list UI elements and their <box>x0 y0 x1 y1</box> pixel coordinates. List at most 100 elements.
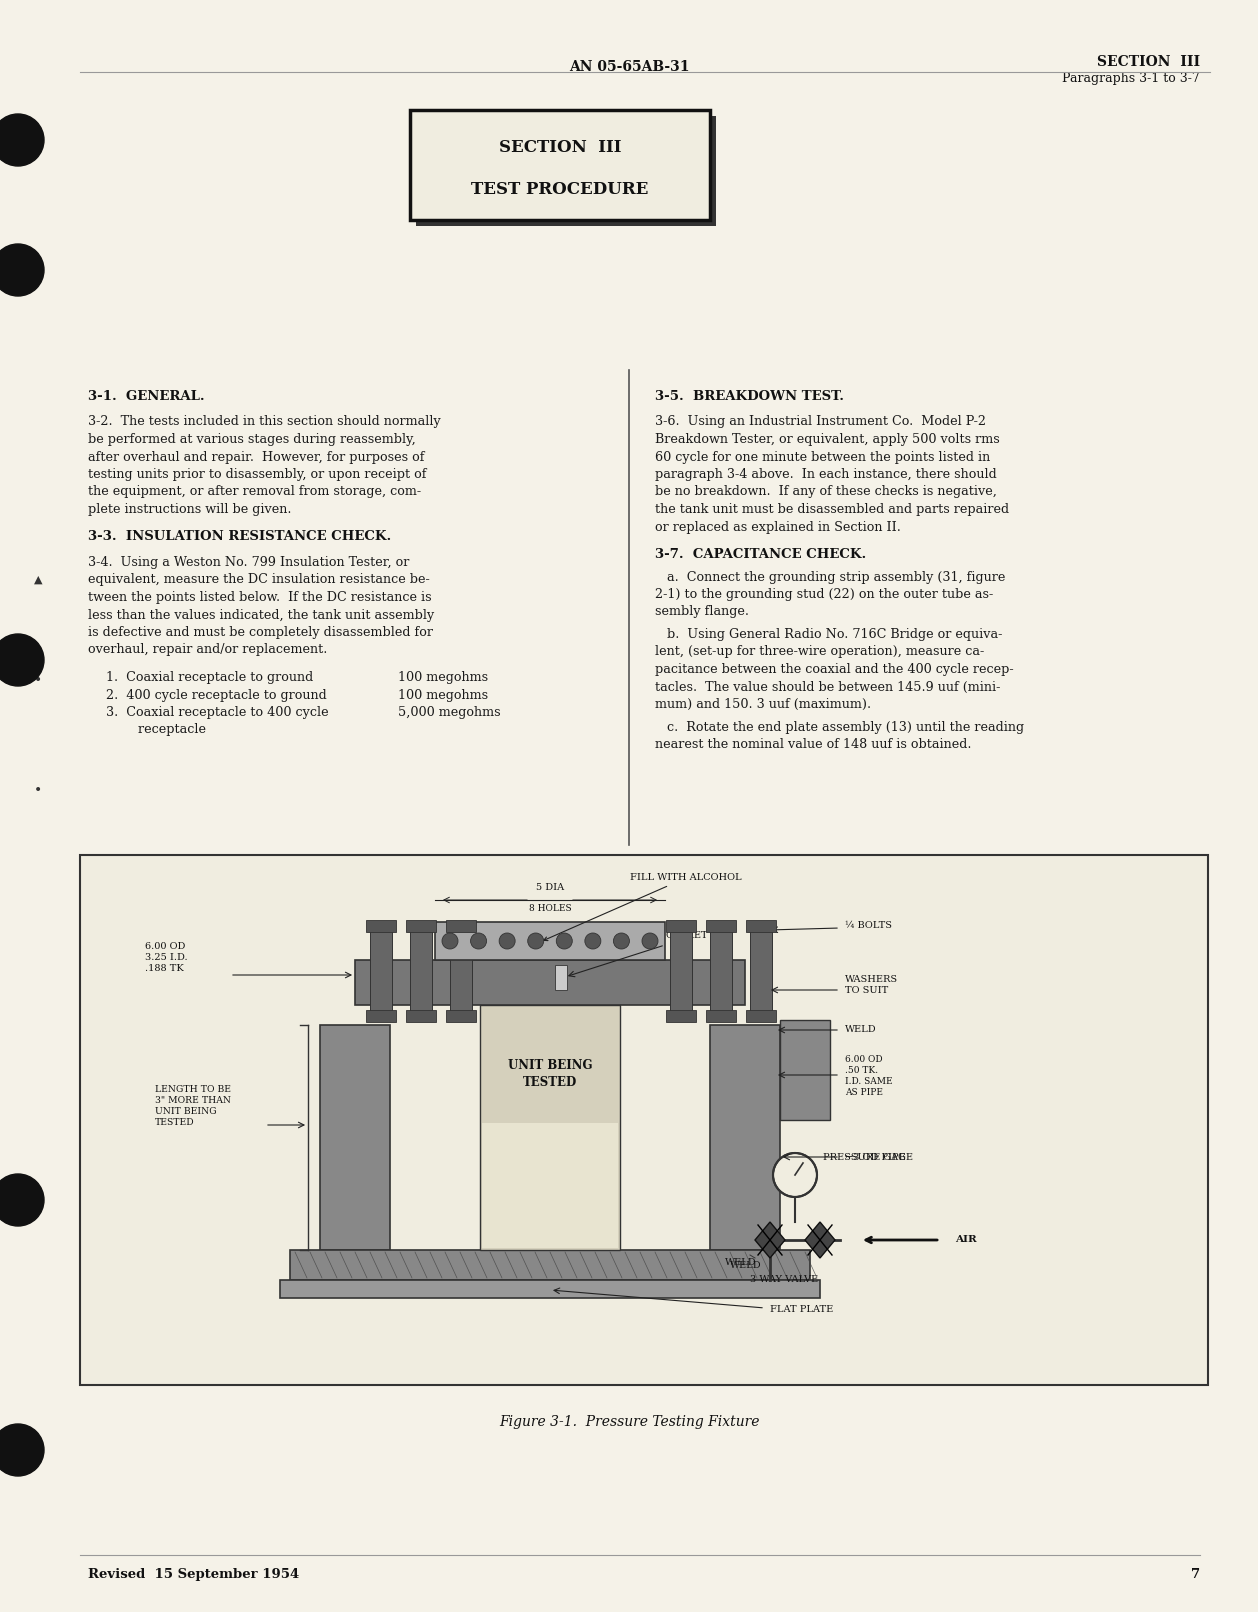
Bar <box>481 1004 620 1249</box>
Text: 3-5.  BREAKDOWN TEST.: 3-5. BREAKDOWN TEST. <box>655 390 844 403</box>
Bar <box>416 116 716 226</box>
Circle shape <box>0 243 44 297</box>
Text: 5,000 megohms: 5,000 megohms <box>398 706 501 719</box>
Bar <box>410 925 431 1016</box>
Text: PRESSURE GAGE: PRESSURE GAGE <box>823 1153 913 1162</box>
Text: be performed at various stages during reassembly,: be performed at various stages during re… <box>88 434 415 447</box>
Bar <box>406 920 437 932</box>
Circle shape <box>499 933 515 949</box>
Bar <box>665 1011 696 1022</box>
Text: less than the values indicated, the tank unit assembly: less than the values indicated, the tank… <box>88 608 434 622</box>
Text: testing units prior to disassembly, or upon receipt of: testing units prior to disassembly, or u… <box>88 467 426 480</box>
Text: 100 megohms: 100 megohms <box>398 688 488 701</box>
Circle shape <box>0 1423 44 1477</box>
Bar <box>291 1249 810 1280</box>
Circle shape <box>442 933 458 949</box>
Text: 2-1) to the grounding stud (22) on the outer tube as-: 2-1) to the grounding stud (22) on the o… <box>655 588 994 601</box>
Bar <box>780 1020 830 1120</box>
Text: 3-6.  Using an Industrial Instrument Co.  Model P-2: 3-6. Using an Industrial Instrument Co. … <box>655 416 986 429</box>
Text: a.  Connect the grounding strip assembly (31, figure: a. Connect the grounding strip assembly … <box>655 571 1005 584</box>
Text: AIR: AIR <box>955 1235 976 1244</box>
Bar <box>366 1011 396 1022</box>
Bar <box>447 920 476 932</box>
Bar <box>671 925 692 1016</box>
Text: b.  Using General Radio No. 716C Bridge or equiva-: b. Using General Radio No. 716C Bridge o… <box>655 629 1003 642</box>
Circle shape <box>527 933 543 949</box>
Text: overhaul, repair and/or replacement.: overhaul, repair and/or replacement. <box>88 643 327 656</box>
Bar <box>710 925 732 1016</box>
Text: equivalent, measure the DC insulation resistance be-: equivalent, measure the DC insulation re… <box>88 574 430 587</box>
Text: SECTION  III: SECTION III <box>498 140 621 156</box>
Circle shape <box>585 933 601 949</box>
Text: after overhaul and repair.  However, for purposes of: after overhaul and repair. However, for … <box>88 450 424 464</box>
Bar <box>555 966 567 990</box>
Text: LENGTH TO BE
3" MORE THAN
UNIT BEING
TESTED: LENGTH TO BE 3" MORE THAN UNIT BEING TES… <box>155 1085 231 1127</box>
Bar <box>320 1025 390 1249</box>
Text: 3-7.  CAPACITANCE CHECK.: 3-7. CAPACITANCE CHECK. <box>655 548 867 561</box>
Text: 8 HOLES: 8 HOLES <box>528 904 571 912</box>
Text: Paragraphs 3-1 to 3-7: Paragraphs 3-1 to 3-7 <box>1062 73 1200 85</box>
Text: tween the points listed below.  If the DC resistance is: tween the points listed below. If the DC… <box>88 592 431 604</box>
Bar <box>406 1011 437 1022</box>
Text: 6.00 OD
.50 TK.
I.D. SAME
AS PIPE: 6.00 OD .50 TK. I.D. SAME AS PIPE <box>845 1054 893 1098</box>
Text: WELD: WELD <box>845 1025 877 1035</box>
Text: UNIT BEING
TESTED: UNIT BEING TESTED <box>508 1059 593 1088</box>
Text: lent, (set-up for three-wire operation), measure ca-: lent, (set-up for three-wire operation),… <box>655 645 984 658</box>
Circle shape <box>556 933 572 949</box>
Bar <box>281 1280 820 1298</box>
Text: receptacle: receptacle <box>106 724 206 737</box>
Text: GASKET: GASKET <box>665 930 707 940</box>
Bar <box>710 1025 780 1249</box>
Text: the equipment, or after removal from storage, com-: the equipment, or after removal from sto… <box>88 485 421 498</box>
Text: tacles.  The value should be between 145.9 uuf (mini-: tacles. The value should be between 145.… <box>655 680 1000 693</box>
Polygon shape <box>755 1222 785 1257</box>
Text: is defective and must be completely disassembled for: is defective and must be completely disa… <box>88 625 433 638</box>
Text: nearest the nominal value of 148 uuf is obtained.: nearest the nominal value of 148 uuf is … <box>655 738 971 751</box>
Bar <box>706 1011 736 1022</box>
Text: FILL WITH ALCOHOL: FILL WITH ALCOHOL <box>543 874 742 941</box>
Bar <box>450 925 472 1016</box>
Bar <box>447 1011 476 1022</box>
Text: 3-4.  Using a Weston No. 799 Insulation Tester, or: 3-4. Using a Weston No. 799 Insulation T… <box>88 556 409 569</box>
Text: the tank unit must be disassembled and parts repaired: the tank unit must be disassembled and p… <box>655 503 1009 516</box>
Text: 2.  400 cycle receptacle to ground: 2. 400 cycle receptacle to ground <box>106 688 327 701</box>
Text: WELD: WELD <box>725 1257 756 1267</box>
Bar <box>750 925 772 1016</box>
Text: 60 cycle for one minute between the points listed in: 60 cycle for one minute between the poin… <box>655 450 990 464</box>
Text: c.  Rotate the end plate assembly (13) until the reading: c. Rotate the end plate assembly (13) un… <box>655 721 1024 733</box>
Text: ▲: ▲ <box>34 575 43 585</box>
Bar <box>370 925 392 1016</box>
Text: 100 megohms: 100 megohms <box>398 671 488 683</box>
Text: 3-2.  The tests included in this section should normally: 3-2. The tests included in this section … <box>88 416 440 429</box>
Text: FLAT PLATE: FLAT PLATE <box>770 1306 833 1314</box>
Text: mum) and 150. 3 uuf (maximum).: mum) and 150. 3 uuf (maximum). <box>655 698 871 711</box>
Text: •: • <box>34 672 42 687</box>
Text: or replaced as explained in Section II.: or replaced as explained in Section II. <box>655 521 901 534</box>
Text: 3.  Coaxial receptacle to 400 cycle: 3. Coaxial receptacle to 400 cycle <box>106 706 328 719</box>
Text: 1.  Coaxial receptacle to ground: 1. Coaxial receptacle to ground <box>106 671 313 683</box>
Text: Figure 3-1.  Pressure Testing Fixture: Figure 3-1. Pressure Testing Fixture <box>498 1415 760 1428</box>
Text: 3-1.  GENERAL.: 3-1. GENERAL. <box>88 390 205 403</box>
Text: ←3 OD PIPE: ←3 OD PIPE <box>845 1153 906 1162</box>
Circle shape <box>614 933 629 949</box>
Bar <box>81 854 1208 1385</box>
Text: ¼ BOLTS: ¼ BOLTS <box>845 920 892 930</box>
Text: sembly flange.: sembly flange. <box>655 606 749 619</box>
Circle shape <box>642 933 658 949</box>
Bar <box>746 1011 776 1022</box>
Circle shape <box>470 933 487 949</box>
Text: 7: 7 <box>1191 1568 1200 1581</box>
Text: paragraph 3-4 above.  In each instance, there should: paragraph 3-4 above. In each instance, t… <box>655 467 996 480</box>
Bar <box>706 920 736 932</box>
Text: WELD: WELD <box>730 1261 761 1270</box>
Text: be no breakdown.  If any of these checks is negative,: be no breakdown. If any of these checks … <box>655 485 996 498</box>
Bar <box>482 1122 618 1248</box>
Bar <box>665 920 696 932</box>
Text: TEST PROCEDURE: TEST PROCEDURE <box>472 182 649 198</box>
Text: WASHERS
TO SUIT: WASHERS TO SUIT <box>845 975 898 995</box>
Text: AN 05-65AB-31: AN 05-65AB-31 <box>569 60 689 74</box>
Circle shape <box>0 1174 44 1227</box>
Circle shape <box>772 1153 816 1198</box>
Text: 3 WAY VALVE: 3 WAY VALVE <box>750 1275 818 1285</box>
Bar <box>366 920 396 932</box>
